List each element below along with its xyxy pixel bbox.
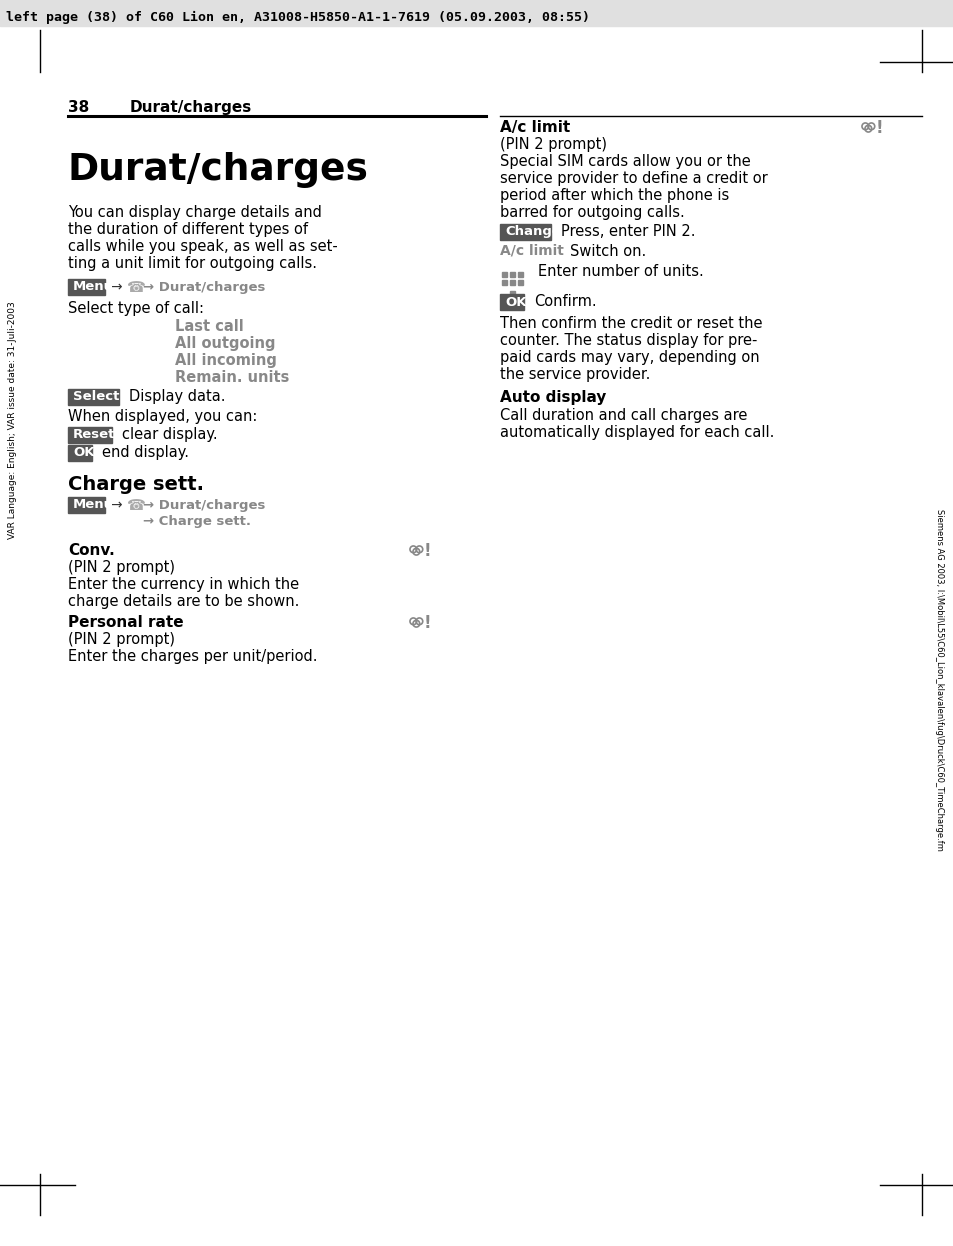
Text: →: →: [111, 498, 122, 512]
Text: left page (38) of C60 Lion en, A31008-H5850-A1-1-7619 (05.09.2003, 08:55): left page (38) of C60 Lion en, A31008-H5…: [6, 10, 589, 24]
Text: Enter the currency in which the: Enter the currency in which the: [68, 577, 299, 592]
Text: You can display charge details and: You can display charge details and: [68, 206, 321, 221]
Text: Enter number of units.: Enter number of units.: [537, 264, 703, 279]
Bar: [517, 280, 522, 285]
Text: ☎: ☎: [128, 279, 146, 294]
Text: paid cards may vary, depending on: paid cards may vary, depending on: [499, 350, 759, 365]
Text: When displayed, you can:: When displayed, you can:: [68, 409, 257, 424]
Text: Auto display: Auto display: [499, 390, 606, 405]
Text: end display.: end display.: [102, 446, 189, 461]
Text: All outgoing: All outgoing: [174, 336, 275, 351]
Text: All incoming: All incoming: [174, 353, 276, 368]
Text: Durat/charges: Durat/charges: [68, 152, 369, 188]
Text: Press, enter PIN 2.: Press, enter PIN 2.: [560, 224, 695, 239]
Text: !: !: [875, 120, 882, 137]
Bar: [510, 272, 515, 277]
Bar: [68, 497, 105, 513]
Bar: [0, 0, 953, 26]
Bar: [68, 445, 91, 461]
Text: clear display.: clear display.: [122, 427, 217, 442]
Text: (PIN 2 prompt): (PIN 2 prompt): [68, 632, 174, 647]
Text: the duration of different types of: the duration of different types of: [68, 222, 308, 237]
Bar: [499, 224, 551, 239]
Text: VAR Language: English; VAR issue date: 31-Juli-2003: VAR Language: English; VAR issue date: 3…: [9, 302, 17, 538]
Text: Confirm.: Confirm.: [533, 294, 596, 309]
Text: (PIN 2 prompt): (PIN 2 prompt): [68, 559, 174, 574]
Text: Switch on.: Switch on.: [569, 244, 645, 259]
Text: !: !: [423, 542, 431, 559]
Bar: [501, 280, 506, 285]
Text: Remain. units: Remain. units: [174, 370, 289, 385]
Text: Select type of call:: Select type of call:: [68, 302, 204, 316]
Text: →: →: [111, 280, 122, 294]
Bar: [68, 279, 105, 295]
Text: automatically displayed for each call.: automatically displayed for each call.: [499, 425, 774, 440]
Text: → Charge sett.: → Charge sett.: [143, 515, 251, 527]
Text: 38: 38: [68, 100, 90, 115]
Text: Special SIM cards allow you or the: Special SIM cards allow you or the: [499, 155, 750, 169]
Text: Charge sett.: Charge sett.: [68, 475, 204, 493]
Text: → Durat/charges: → Durat/charges: [143, 280, 266, 294]
Text: Menu: Menu: [73, 498, 114, 512]
Bar: [68, 389, 119, 405]
Text: Reset: Reset: [73, 429, 115, 441]
Bar: [510, 280, 515, 285]
Text: Conv.: Conv.: [68, 543, 114, 558]
Text: ☎: ☎: [128, 497, 146, 512]
Text: Change: Change: [504, 226, 560, 238]
Bar: [501, 272, 506, 277]
Text: barred for outgoing calls.: barred for outgoing calls.: [499, 206, 684, 221]
Text: period after which the phone is: period after which the phone is: [499, 188, 728, 203]
Text: Display data.: Display data.: [129, 390, 225, 405]
Text: !: !: [423, 614, 431, 632]
Text: charge details are to be shown.: charge details are to be shown.: [68, 594, 299, 609]
Bar: [499, 294, 523, 310]
Text: counter. The status display for pre-: counter. The status display for pre-: [499, 333, 757, 348]
Text: OK: OK: [504, 295, 526, 309]
Text: → Durat/charges: → Durat/charges: [143, 498, 266, 512]
Text: Enter the charges per unit/period.: Enter the charges per unit/period.: [68, 649, 317, 664]
Text: Then confirm the credit or reset the: Then confirm the credit or reset the: [499, 316, 761, 331]
Text: OK: OK: [73, 446, 94, 460]
Text: Siemens AG 2003, I:\Mobil\L55\C60_Lion_klavalen\fug\Druck\C60_TimeCharge.fm: Siemens AG 2003, I:\Mobil\L55\C60_Lion_k…: [935, 510, 943, 851]
Text: Personal rate: Personal rate: [68, 616, 183, 630]
Text: A/c limit: A/c limit: [499, 120, 570, 135]
Text: the service provider.: the service provider.: [499, 368, 650, 383]
Bar: [517, 272, 522, 277]
Text: Last call: Last call: [174, 319, 244, 334]
Bar: [68, 427, 112, 442]
Text: calls while you speak, as well as set-: calls while you speak, as well as set-: [68, 239, 337, 254]
Text: service provider to define a credit or: service provider to define a credit or: [499, 171, 767, 186]
Text: Call duration and call charges are: Call duration and call charges are: [499, 407, 746, 422]
Text: ting a unit limit for outgoing calls.: ting a unit limit for outgoing calls.: [68, 255, 316, 270]
Bar: [510, 292, 515, 297]
Text: Select: Select: [73, 390, 119, 404]
Text: Menu: Menu: [73, 280, 114, 294]
Text: A/c limit: A/c limit: [499, 244, 563, 258]
Text: Durat/charges: Durat/charges: [130, 100, 252, 115]
Text: (PIN 2 prompt): (PIN 2 prompt): [499, 137, 606, 152]
